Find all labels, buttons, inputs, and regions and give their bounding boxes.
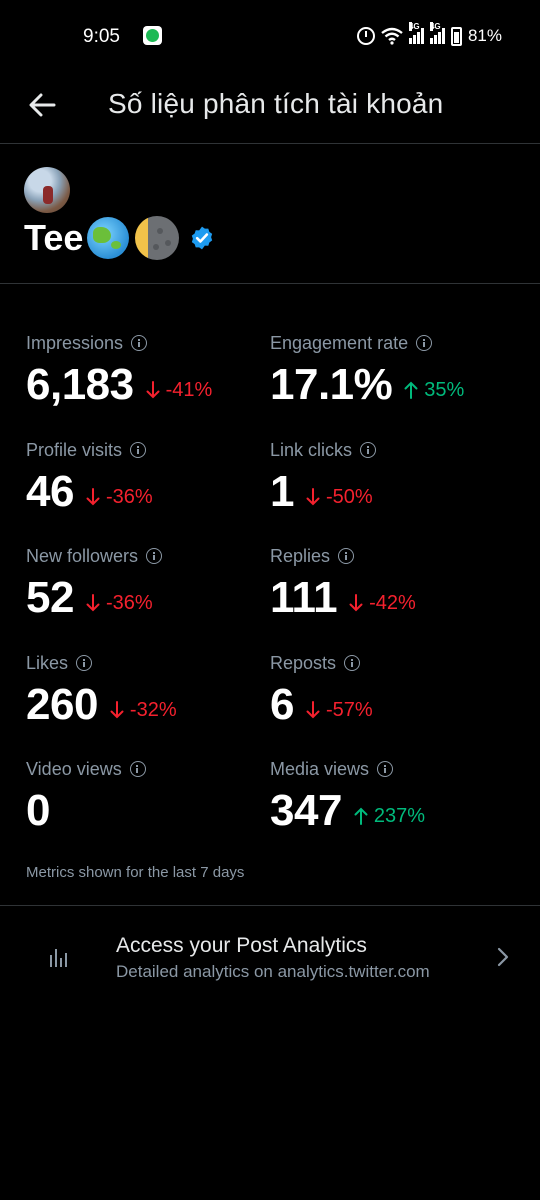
battery-percent: 81% — [467, 26, 502, 45]
metric-change-value: 35% — [424, 378, 465, 401]
metric-label: Media views — [270, 758, 370, 779]
metric-value: 6 — [270, 680, 294, 729]
metric-value: 0 — [26, 786, 50, 835]
chevron-right-icon — [497, 947, 509, 967]
arrow-up-icon — [354, 807, 368, 825]
metrics-grid: Impressions 6,183 -41% Engagement rate 1… — [0, 284, 540, 906]
wifi-icon — [381, 27, 403, 45]
info-icon[interactable] — [76, 655, 93, 671]
metric-change: 35% — [404, 379, 464, 402]
profile-name-row: Tee — [24, 216, 215, 260]
metric-value: 1 — [270, 467, 294, 516]
metric-label: Video views — [26, 758, 122, 779]
metric-value: 17.1% — [270, 360, 393, 409]
metric-change-value: -41% — [165, 378, 213, 401]
metric-engagement-rate: Engagement rate 17.1% 35% — [270, 332, 510, 432]
battery-icon — [450, 26, 462, 46]
metric-media-views: Media views 347 237% — [270, 758, 510, 858]
metric-label: Replies — [270, 545, 331, 566]
back-button[interactable] — [26, 89, 58, 121]
info-icon[interactable] — [146, 548, 163, 564]
arrow-down-icon — [110, 701, 124, 719]
metric-label: Profile visits — [26, 439, 123, 460]
arrow-down-icon — [86, 488, 100, 506]
metric-change-value: -57% — [325, 698, 373, 721]
metric-label: Engagement rate — [270, 332, 409, 353]
verified-badge-icon — [192, 226, 213, 250]
metric-change-value: -32% — [129, 698, 177, 721]
info-icon[interactable] — [344, 655, 361, 671]
signal-icon: 4G — [408, 22, 424, 44]
profile-section: Tee — [0, 144, 540, 284]
arrow-down-icon — [86, 594, 100, 612]
metric-label: Link clicks — [270, 439, 353, 460]
metric-new-followers: New followers 52 -36% — [26, 545, 266, 645]
signal-icon: 4G — [429, 22, 445, 44]
metric-change: 237% — [354, 805, 425, 828]
moon-icon — [135, 216, 180, 260]
metric-change: -42% — [349, 592, 416, 615]
metric-label: New followers — [26, 545, 139, 566]
back-arrow-icon — [29, 93, 56, 117]
status-icons: 4G 4G 81% — [356, 22, 502, 46]
metrics-note: Metrics shown for the last 7 days — [26, 864, 245, 881]
metric-change-value: -36% — [105, 591, 153, 614]
metric-replies: Replies 111 -42% — [270, 545, 510, 645]
arrow-down-icon — [306, 488, 320, 506]
metric-likes: Likes 260 -32% — [26, 652, 266, 752]
status-time: 9:05 — [83, 26, 120, 47]
arrow-down-icon — [306, 701, 320, 719]
metric-label: Impressions — [26, 332, 124, 353]
metric-change: -32% — [110, 699, 177, 722]
bar-chart-icon — [50, 949, 67, 967]
post-analytics-subtitle: Detailed analytics on analytics.twitter.… — [116, 962, 430, 981]
metric-change: -36% — [86, 486, 153, 509]
globe-icon — [87, 217, 130, 259]
page-title: Số liệu phân tích tài khoản — [108, 88, 444, 119]
metric-change: -41% — [146, 378, 213, 402]
metric-change-value: -36% — [105, 485, 153, 508]
arrow-down-icon — [349, 594, 363, 612]
metric-impressions: Impressions 6,183 -41% — [26, 332, 266, 432]
metric-change-value: 237% — [373, 804, 426, 827]
metric-change: -50% — [306, 486, 373, 509]
arrow-down-icon — [146, 381, 160, 399]
metric-value: 6,183 — [26, 360, 134, 409]
avatar[interactable] — [24, 167, 70, 213]
info-icon[interactable] — [338, 548, 355, 564]
metric-change: -36% — [86, 592, 153, 615]
metric-reposts: Reposts 6 -57% — [270, 652, 510, 752]
metric-value: 347 — [270, 786, 342, 835]
info-icon[interactable] — [131, 335, 148, 351]
metric-change-value: -50% — [325, 485, 373, 508]
metric-value: 52 — [26, 573, 74, 622]
status-bar: 9:05 4G 4G 81% — [0, 0, 540, 72]
post-analytics-title: Access your Post Analytics — [116, 934, 367, 957]
header: Số liệu phân tích tài khoản — [0, 72, 540, 144]
info-icon[interactable] — [360, 442, 377, 458]
alarm-icon — [356, 27, 375, 45]
metric-change-value: -42% — [369, 591, 416, 614]
info-icon[interactable] — [129, 761, 146, 777]
metric-label: Likes — [26, 652, 69, 673]
metric-value: 260 — [26, 680, 98, 729]
metric-label: Reposts — [270, 652, 337, 673]
arrow-up-icon — [404, 381, 418, 399]
metric-change: -57% — [306, 699, 373, 722]
spotify-icon — [143, 26, 162, 45]
info-icon[interactable] — [377, 761, 394, 777]
metric-value: 111 — [270, 573, 338, 622]
profile-name: Tee — [24, 217, 84, 258]
info-icon[interactable] — [416, 335, 433, 351]
post-analytics-link[interactable]: Access your Post Analytics Detailed anal… — [0, 907, 540, 1007]
metric-profile-visits: Profile visits 46 -36% — [26, 439, 266, 539]
metric-video-views: Video views 0 — [26, 758, 266, 858]
info-icon[interactable] — [130, 442, 147, 458]
metric-value: 46 — [26, 467, 74, 516]
metric-link-clicks: Link clicks 1 -50% — [270, 439, 510, 539]
